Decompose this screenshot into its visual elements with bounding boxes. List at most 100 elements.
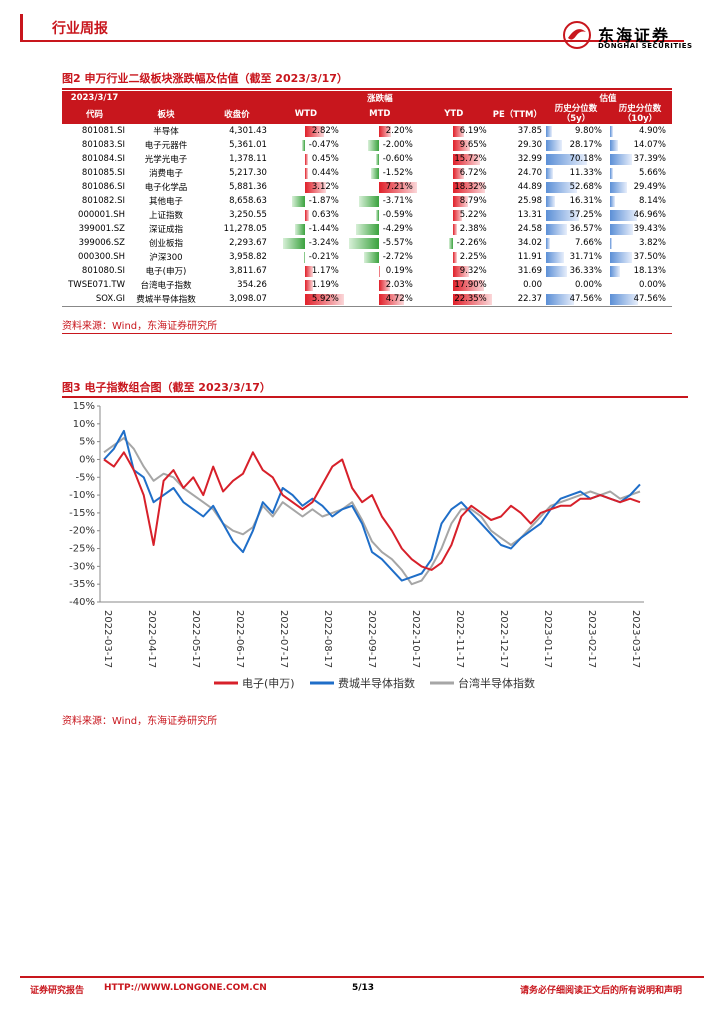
x-tick-label: 2022-05-17 <box>190 610 201 668</box>
cell-value: -0.60% <box>382 154 413 164</box>
cell-name: 电子(申万) <box>145 267 187 277</box>
x-tick-label: 2022-07-17 <box>278 610 289 668</box>
x-tick-label: 2022-04-17 <box>146 610 157 668</box>
cell-value: 57.25% <box>569 210 602 220</box>
cell-value: 4.90% <box>638 126 666 136</box>
cell-close: 5,361.01 <box>229 140 267 150</box>
percentile-bar <box>546 238 551 249</box>
fig2-bottom-rule <box>62 333 672 334</box>
percentile-bar <box>546 168 553 179</box>
cell-value: 39.43% <box>633 224 666 234</box>
positive-bar <box>378 266 380 277</box>
cell-value: 5.66% <box>638 168 666 178</box>
table-header-row-1: 2023/3/17 涨跌幅 估值 <box>62 91 672 104</box>
table-row: SOX.GI 费城半导体指数 3,098.07 5.92% 4.72% 22.35% 22.… <box>62 292 672 307</box>
positive-bar <box>452 224 457 235</box>
cell-code: SOX.GI <box>62 292 127 307</box>
cell-code: 000001.SH <box>78 210 125 220</box>
fig3-title-rule <box>62 396 688 398</box>
cell-value: -0.47% <box>308 140 339 150</box>
positive-bar <box>304 182 326 193</box>
cell-pe: 13.31 <box>517 210 543 220</box>
cell-value: 5.92% <box>311 293 339 304</box>
percentile-bar <box>609 266 621 277</box>
header-mtd: MTD <box>342 104 417 124</box>
cell-value: 0.63% <box>311 210 339 220</box>
positive-bar <box>304 266 313 277</box>
percentile-bar <box>609 294 638 305</box>
cell-value: 6.72% <box>459 168 487 178</box>
header-pe: PE（TTM） <box>490 104 545 124</box>
negative-bar <box>355 224 379 235</box>
y-tick-label: -20% <box>69 526 95 537</box>
cell-close: 3,098.07 <box>204 292 269 307</box>
percentile-bar <box>546 182 577 193</box>
cell-name: 沪深300 <box>149 253 183 263</box>
footer-rule <box>20 976 704 978</box>
positive-bar <box>452 280 484 291</box>
cell-value: 31.71% <box>569 252 602 262</box>
table-row: 801080.SI 电子(申万) 3,811.67 1.17% 0.19% 9.32% 31… <box>62 264 672 278</box>
cell-value: 36.57% <box>569 224 602 234</box>
cell-name: 光学光电子 <box>144 155 188 165</box>
footer-url-link[interactable]: HTTP://WWW.LONGONE.COM.CN <box>104 983 267 993</box>
cell-value: -0.21% <box>308 252 339 262</box>
cell-code: 801086.SI <box>81 182 125 192</box>
percentile-bar <box>609 126 613 137</box>
cell-value: 9.65% <box>459 140 487 150</box>
cell-value: 8.14% <box>638 196 666 206</box>
series-line <box>103 451 641 571</box>
negative-bar <box>359 196 379 207</box>
y-tick-label: -40% <box>69 597 95 608</box>
y-tick-label: -30% <box>69 561 95 572</box>
header-close: 收盘价 <box>204 104 269 124</box>
y-tick-label: 15% <box>73 401 95 412</box>
cell-pe: 22.37 <box>490 292 545 307</box>
cell-value: 2.25% <box>459 252 487 262</box>
positive-bar <box>304 126 324 137</box>
percentile-bar <box>546 154 587 165</box>
positive-bar <box>378 294 405 305</box>
cell-code: 801080.SI <box>81 266 125 276</box>
positive-bar <box>452 182 485 193</box>
percentile-bar <box>609 238 613 249</box>
cell-value: -3.71% <box>382 196 413 206</box>
percentile-bar <box>546 210 580 221</box>
percentile-bar <box>546 196 556 207</box>
negative-bar <box>370 168 379 179</box>
legend-label: 费城半导体指数 <box>338 676 415 690</box>
percentile-bar <box>609 224 633 235</box>
fig2-title-rule <box>62 88 672 90</box>
x-tick-label: 2023-02-17 <box>586 610 597 668</box>
percentile-bar <box>609 168 614 179</box>
cell-value: 0.00% <box>638 280 666 290</box>
footer-disclaimer: 请务必仔细阅读正文后的所有说明和声明 <box>520 986 683 996</box>
cell-name: 费城半导体指数 <box>126 292 205 307</box>
cell-value: 18.13% <box>633 266 666 276</box>
cell-pe: 29.30 <box>517 140 543 150</box>
positive-bar <box>452 168 465 179</box>
cell-close: 354.26 <box>237 280 267 290</box>
cell-name: 台湾电子指数 <box>140 281 192 291</box>
positive-bar <box>304 154 308 165</box>
percentile-bar <box>546 140 563 151</box>
table-row: 000300.SH 沪深300 3,958.82 -0.21% -2.72% 2.25% 1… <box>62 250 672 264</box>
cell-code: TWSE071.TW <box>68 280 125 290</box>
cell-close: 1,378.11 <box>229 154 267 164</box>
positive-bar <box>452 294 492 305</box>
fig2-source: 资料来源：Wind，东海证券研究所 <box>62 321 218 332</box>
cell-close: 11,278.05 <box>223 224 267 234</box>
fig3-source: 资料来源：Wind，东海证券研究所 <box>62 716 218 727</box>
donghai-logo-icon <box>563 21 591 49</box>
table-row: 000001.SH 上证指数 3,250.55 0.63% -0.59% 5.22% 13.… <box>62 208 672 222</box>
cell-value: -3.24% <box>308 238 339 248</box>
cell-value: 70.18% <box>569 154 602 164</box>
negative-bar <box>448 238 453 249</box>
cell-value: 47.56% <box>633 293 666 304</box>
positive-bar <box>452 140 470 151</box>
header-wtd: WTD <box>268 104 343 124</box>
table-row: 399006.SZ 创业板指 2,293.67 -3.24% -5.57% -2.26% 3… <box>62 236 672 250</box>
cell-value: 0.00% <box>574 280 602 290</box>
header-valuation: 估值 <box>544 91 672 104</box>
cell-value: 37.39% <box>633 154 666 164</box>
